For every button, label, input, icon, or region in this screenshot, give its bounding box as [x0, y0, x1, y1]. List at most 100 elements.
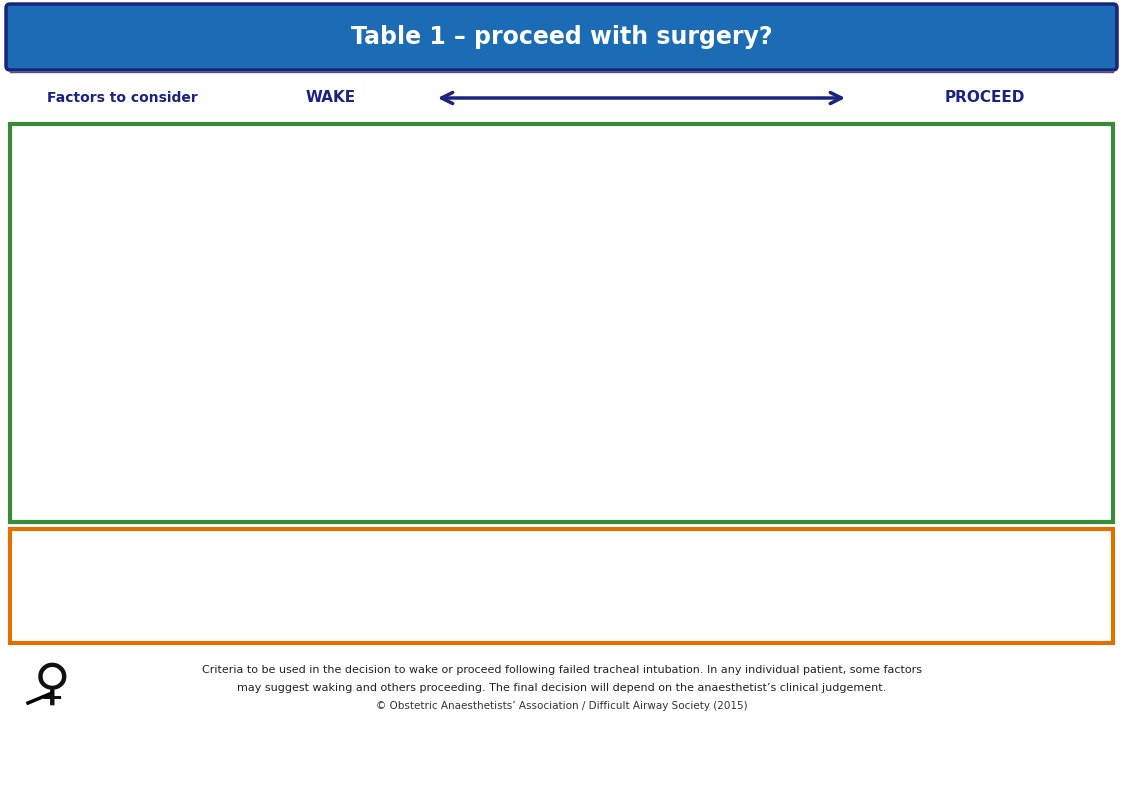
Text: Aspiration risk: Aspiration risk	[77, 405, 170, 415]
Bar	[856, 464, 1113, 522]
Text: •No compromise: •No compromise	[239, 129, 328, 139]
Bar	[235, 346, 427, 400]
Bar	[856, 400, 1113, 464]
Bar	[73, 346, 235, 400]
Text: •Bleeding
•Trauma: •Bleeding •Trauma	[431, 600, 484, 622]
Text: Factors to consider: Factors to consider	[47, 91, 198, 105]
Text: •Novice: •Novice	[239, 279, 281, 289]
Bar	[633, 310, 856, 346]
Bar	[633, 124, 856, 202]
Bar	[427, 202, 633, 274]
Text: •None evident: •None evident	[860, 600, 937, 610]
Text: Table 1 – proceed with surgery?: Table 1 – proceed with surgery?	[350, 25, 773, 49]
Bar	[633, 529, 856, 595]
Text: may suggest waking and others proceeding. The final decision will depend on the : may suggest waking and others proceeding…	[237, 683, 886, 693]
Text: WAKE: WAKE	[305, 91, 356, 106]
Bar	[10, 529, 73, 643]
Bar	[10, 529, 1113, 643]
Text: © Obstetric Anaesthetists’ Association / Difficult Airway Society (2015): © Obstetric Anaesthetists’ Association /…	[376, 701, 747, 711]
Bar	[856, 346, 1113, 400]
Text: •Fasted
•Not in labour
•Antacids given: •Fasted •Not in labour •Antacids given	[860, 405, 944, 438]
Bar	[427, 346, 633, 400]
Text: Fetal condition: Fetal condition	[77, 207, 171, 217]
Text: Surgical factors: Surgical factors	[77, 351, 176, 361]
Bar	[427, 310, 633, 346]
Bar	[427, 400, 633, 464]
Bar	[633, 346, 856, 400]
Bar	[856, 595, 1113, 643]
Text: •No recent food
•In labour
•Opioids not given
•Antacids given: •No recent food •In labour •Opioids not …	[637, 405, 737, 449]
Text: •Supermorbid: •Supermorbid	[239, 315, 314, 325]
Text: •Secretions: •Secretions	[637, 600, 700, 610]
Bar	[10, 72, 1113, 124]
Text: •Junior trainee: •Junior trainee	[431, 279, 509, 289]
Bar	[73, 464, 235, 522]
Bar	[235, 124, 427, 202]
Text: Obesity: Obesity	[77, 315, 126, 325]
Text: Before induction: Before induction	[35, 260, 48, 385]
Text: •Relatively contraindicated: •Relatively contraindicated	[637, 469, 783, 479]
Text: After failed
intubation: After failed intubation	[27, 543, 55, 629]
Text: •No recent food
•In labour
•Opioids given
•Antacids not given: •No recent food •In labour •Opioids give…	[431, 405, 537, 449]
Bar	[633, 274, 856, 310]
Bar	[427, 595, 633, 643]
Text: PROCEED: PROCEED	[944, 91, 1024, 106]
Bar	[856, 529, 1113, 595]
Text: •Adequate facemask
 ventilation: •Adequate facemask ventilation	[431, 534, 542, 556]
Bar	[235, 464, 427, 522]
Bar	[73, 529, 235, 595]
Text: •Absolutely contraindicated
 or has failed
•Surgery started: •Absolutely contraindicated or has faile…	[860, 469, 1008, 502]
FancyBboxPatch shape	[6, 4, 1117, 70]
Bar	[856, 310, 1113, 346]
Text: •Normal: •Normal	[860, 315, 905, 325]
Text: •Predicted difficulty: •Predicted difficulty	[431, 469, 537, 479]
Text: Airway hazards: Airway hazards	[77, 600, 173, 610]
Bar	[633, 202, 856, 274]
Text: •No compromise: •No compromise	[239, 207, 328, 217]
Text: •Difficult facemask
 ventilation
•Front-of-neck: •Difficult facemask ventilation •Front-o…	[239, 534, 341, 567]
Bar	[633, 464, 856, 522]
Text: •Laryngeal oedema
•Stridor: •Laryngeal oedema •Stridor	[239, 600, 344, 622]
Bar	[235, 595, 427, 643]
Bar	[856, 202, 1113, 274]
Text: •Obese: •Obese	[637, 315, 677, 325]
Text: Airway device /
ventilation: Airway device / ventilation	[77, 534, 173, 556]
Bar	[235, 202, 427, 274]
Text: •Consultant / specialist: •Consultant / specialist	[860, 279, 984, 289]
Text: •Multiple uterine scars
•Some surgical difficulties
 expected: •Multiple uterine scars •Some surgical d…	[431, 351, 570, 384]
Bar	[427, 464, 633, 522]
Text: •Morbid: •Morbid	[431, 315, 474, 325]
Text: ♀: ♀	[34, 661, 71, 709]
Text: •Mild acute compromise: •Mild acute compromise	[431, 129, 562, 139]
Text: •Hypovolaemia requiring
 corrective surgery
•Critical cardiac or
 respiratory co: •Hypovolaemia requiring corrective surge…	[860, 129, 994, 186]
Bar	[856, 274, 1113, 310]
Text: •Sustained bradycardia
•Fetal haemorrhage
•Suspected uterine rupture: •Sustained bradycardia •Fetal haemorrhag…	[860, 207, 1006, 241]
Bar	[427, 274, 633, 310]
Bar	[10, 124, 1113, 522]
Bar	[235, 310, 427, 346]
Text: •Haemorrhage responsive to
 resuscitation: •Haemorrhage responsive to resuscitation	[637, 129, 791, 151]
Text: Maternal condition: Maternal condition	[77, 129, 195, 139]
Bar	[633, 400, 856, 464]
Bar	[235, 400, 427, 464]
Bar	[427, 124, 633, 202]
Bar	[235, 529, 427, 595]
Text: •Complex surgery or
 major haemorrhage
 anticipated: •Complex surgery or major haemorrhage an…	[239, 351, 350, 384]
Bar	[856, 124, 1113, 202]
Text: •Compromise corrected with
 intrauterine resuscitation,
 pH < 7.2 but > 7.15: •Compromise corrected with intrauterine …	[431, 207, 584, 241]
Text: •No anticipated difficulty: •No anticipated difficulty	[239, 469, 373, 479]
Text: Anaesthetist: Anaesthetist	[77, 279, 157, 289]
Bar	[633, 595, 856, 643]
Bar	[235, 274, 427, 310]
Text: Criteria to be used in the decision to wake or proceed following failed tracheal: Criteria to be used in the decision to w…	[201, 665, 922, 675]
Bar	[73, 400, 235, 464]
Text: •Single uterine scar: •Single uterine scar	[637, 351, 743, 361]
Text: Alternative anaesthesia
  • regional
  • securing airway awake: Alternative anaesthesia • regional • sec…	[77, 469, 239, 502]
Text: •Recent food: •Recent food	[239, 405, 309, 415]
Bar	[73, 595, 235, 643]
Bar	[73, 310, 235, 346]
Text: •First generation supraglottic
 airway device: •First generation supraglottic airway de…	[637, 534, 794, 556]
Bar	[10, 124, 73, 522]
Bar	[73, 124, 235, 202]
Bar	[427, 529, 633, 595]
